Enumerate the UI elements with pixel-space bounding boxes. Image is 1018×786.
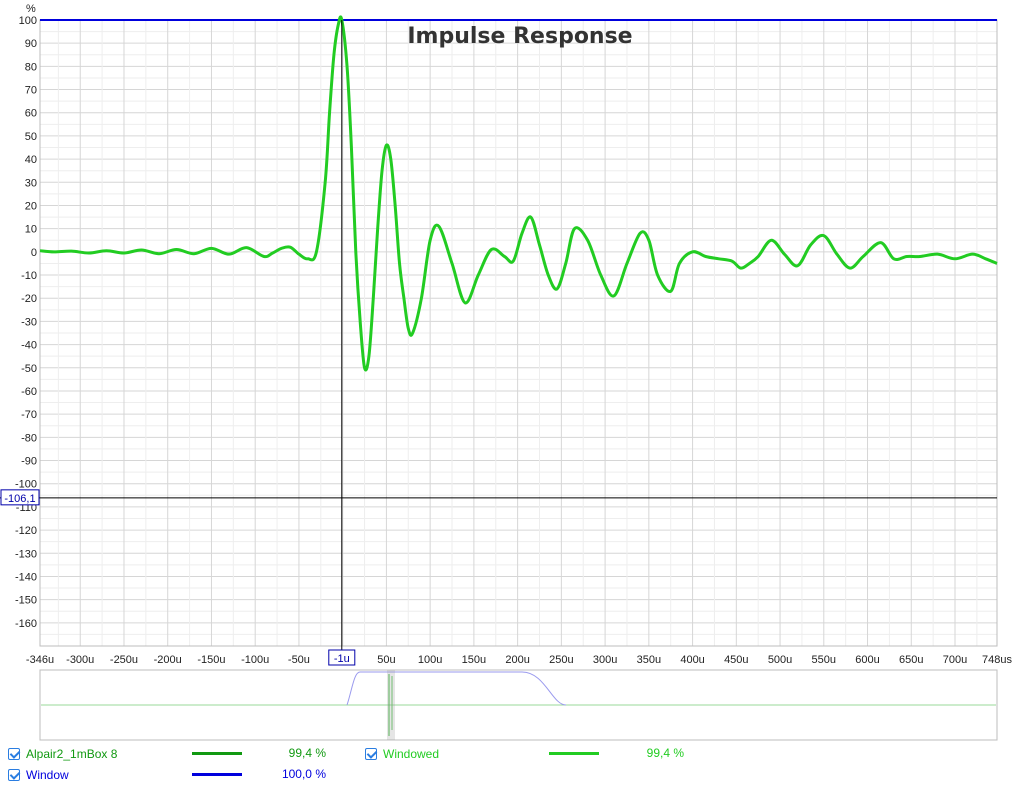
overview-view-marker[interactable] <box>387 670 395 740</box>
legend-swatch-alpair <box>192 752 242 755</box>
legend-label: Windowed <box>383 747 440 761</box>
y-tick-label: 50 <box>25 131 37 143</box>
legend-label: Alpair2_1mBox 8 <box>26 747 118 761</box>
x-tick-label: -250u <box>110 654 138 666</box>
x-tick-label: -50u <box>288 654 310 666</box>
x-tick-label: 100u <box>418 654 442 666</box>
x-tick-label: -150u <box>197 654 225 666</box>
y-tick-label: 30 <box>25 177 37 189</box>
y-tick-label: -70 <box>21 409 37 421</box>
x-tick-label: 300u <box>593 654 617 666</box>
x-tick-label: 50u <box>377 654 395 666</box>
y-tick-label: -60 <box>21 386 37 398</box>
x-tick-label: 500u <box>768 654 792 666</box>
legend-value-windowed: 99,4 % <box>646 746 684 760</box>
checkbox-alpair[interactable] <box>8 748 20 760</box>
legend-value-alpair: 99,4 % <box>288 746 326 760</box>
x-tick-label: -100u <box>241 654 269 666</box>
x-tick-label: 250u <box>549 654 573 666</box>
legend-swatch-window <box>192 773 242 776</box>
windowed-series-line <box>39 15 998 372</box>
y-tick-label: -160 <box>15 618 37 630</box>
x-tick-label: -346u <box>26 654 54 666</box>
legend-label: Window <box>26 768 69 782</box>
x-tick-label: 150u <box>462 654 486 666</box>
x-tick-label: 400u <box>680 654 704 666</box>
x-tick-label: -200u <box>154 654 182 666</box>
y-tick-label: -20 <box>21 293 37 305</box>
cursor-x-readout-box <box>328 649 356 666</box>
legend-swatch-windowed <box>549 752 599 755</box>
y-tick-label: -90 <box>21 456 37 468</box>
x-tick-label: -300u <box>66 654 94 666</box>
checkbox-windowed[interactable] <box>365 748 377 760</box>
y-tick-label: -150 <box>15 595 37 607</box>
cursor-x-readout: -1u <box>334 653 350 665</box>
y-tick-label: -10 <box>21 270 37 282</box>
y-tick-label: 40 <box>25 154 37 166</box>
y-tick-label: 60 <box>25 108 37 120</box>
legend-item-window[interactable]: Window <box>8 766 69 784</box>
y-axis-unit: % <box>26 3 36 15</box>
y-tick-label: -80 <box>21 432 37 444</box>
cursor-y-readout: -106,1 <box>4 493 35 505</box>
y-tick-label: -30 <box>21 316 37 328</box>
y-tick-label: -100 <box>15 479 37 491</box>
y-tick-label: 70 <box>25 85 37 97</box>
x-tick-label: 700u <box>943 654 967 666</box>
overview-window-shape <box>346 671 567 706</box>
series-layer <box>39 15 998 372</box>
y-tick-label: 80 <box>25 61 37 73</box>
cursor-y-readout-box <box>0 489 40 506</box>
legend-item-windowed[interactable]: Windowed <box>365 745 439 763</box>
y-tick-label: 20 <box>25 200 37 212</box>
x-tick-label: 200u <box>505 654 529 666</box>
y-tick-label: -130 <box>15 548 37 560</box>
y-tick-label: -120 <box>15 525 37 537</box>
y-tick-label: -40 <box>21 340 37 352</box>
y-tick-label: 100 <box>19 15 37 27</box>
y-tick-label: 0 <box>31 247 37 259</box>
x-tick-label: 748us <box>982 654 1012 666</box>
checkbox-window[interactable] <box>8 769 20 781</box>
y-tick-label: 10 <box>25 224 37 236</box>
overview-layer <box>41 670 996 740</box>
x-tick-label: 450u <box>724 654 748 666</box>
y-tick-label: 90 <box>25 38 37 50</box>
x-tick-label: 650u <box>899 654 923 666</box>
y-tick-labels: 1009080706050403020100-10-20-30-40-50-60… <box>15 15 37 630</box>
legend-value-window: 100,0 % <box>281 767 326 781</box>
y-tick-label: -50 <box>21 363 37 375</box>
cursor-layer[interactable]: -106,1 -1u <box>0 20 997 666</box>
y-tick-label: -140 <box>15 571 37 583</box>
x-tick-label: 350u <box>637 654 661 666</box>
x-tick-label: 550u <box>812 654 836 666</box>
x-tick-labels: -346u -300u -250u -200u -150u -100u -50u 50u 100… <box>26 654 1013 666</box>
legend-item-alpair[interactable]: Alpair2_1mBox 8 <box>8 745 117 763</box>
chart-title: Impulse Response <box>407 24 632 49</box>
x-tick-label: 600u <box>855 654 879 666</box>
